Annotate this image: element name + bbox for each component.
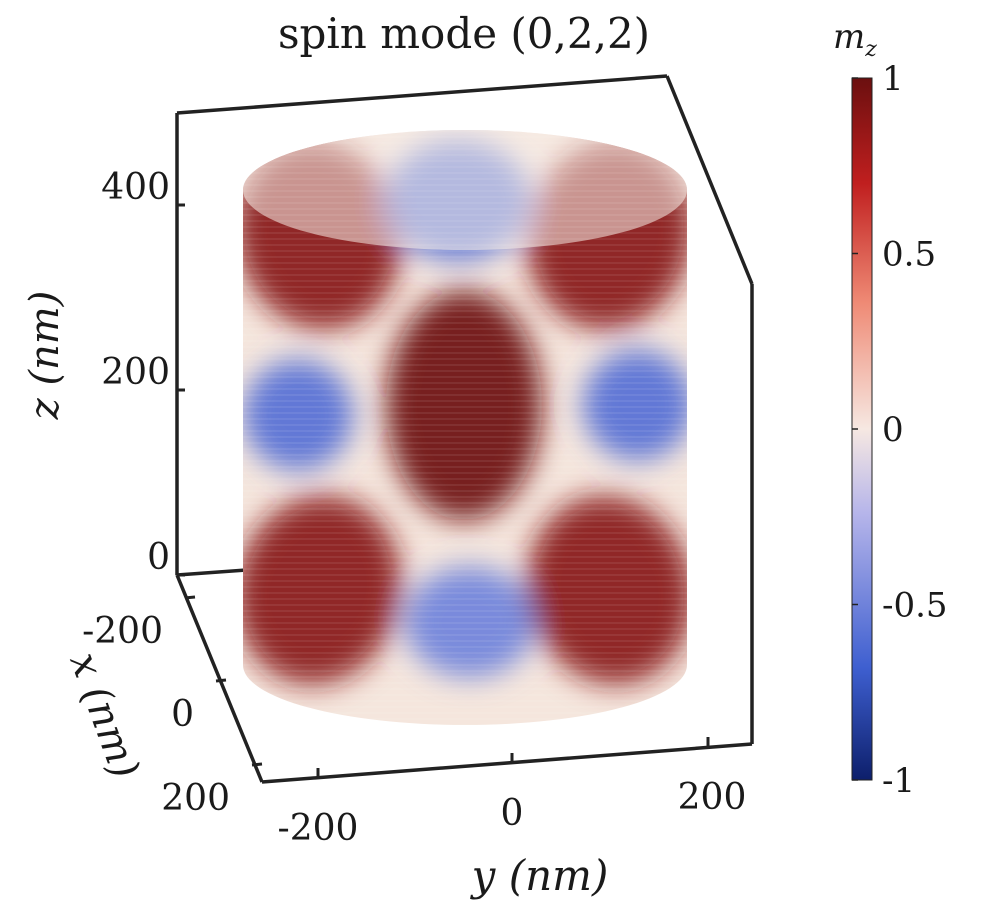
z-axis-label: z (nm) — [22, 291, 68, 421]
colorbar-tick-label: -1 — [882, 761, 915, 801]
chart-title: spin mode (0,2,2) — [278, 9, 650, 58]
colorbar-tick-label: 0.5 — [882, 235, 936, 275]
y-tick-label: 200 — [678, 777, 747, 818]
x-tick-label: 0 — [171, 694, 194, 735]
z-tick-label: 0 — [147, 537, 170, 578]
x-axis-label: x (nm) — [60, 647, 148, 785]
z-tick-label: 400 — [101, 167, 170, 208]
x-tick-mark — [251, 762, 263, 767]
x-tick-label: -200 — [82, 611, 163, 652]
magnetization-cylinder — [243, 130, 687, 725]
x-tick-label: 200 — [161, 778, 230, 819]
colorbar-tick-label: 0 — [882, 410, 904, 450]
colorbar-tick-label: 1 — [882, 59, 904, 99]
colorbar-label: mz — [833, 17, 877, 62]
y-tick-label: 0 — [501, 793, 524, 834]
colorbar-tick-label: -0.5 — [882, 586, 948, 626]
axis-box-front — [175, 574, 753, 784]
z-tick-label: 200 — [101, 352, 170, 393]
colorbar: 1 0.5 0 -0.5 -1 mz — [833, 17, 948, 801]
x-tick-mark — [215, 678, 227, 683]
y-axis-label: y (nm) — [470, 851, 609, 900]
x-tick-mark — [184, 595, 196, 600]
y-tick-label: -200 — [278, 808, 359, 849]
axis-ticks: 0 200 400 -200 0 200 -200 0 200 — [82, 167, 746, 849]
